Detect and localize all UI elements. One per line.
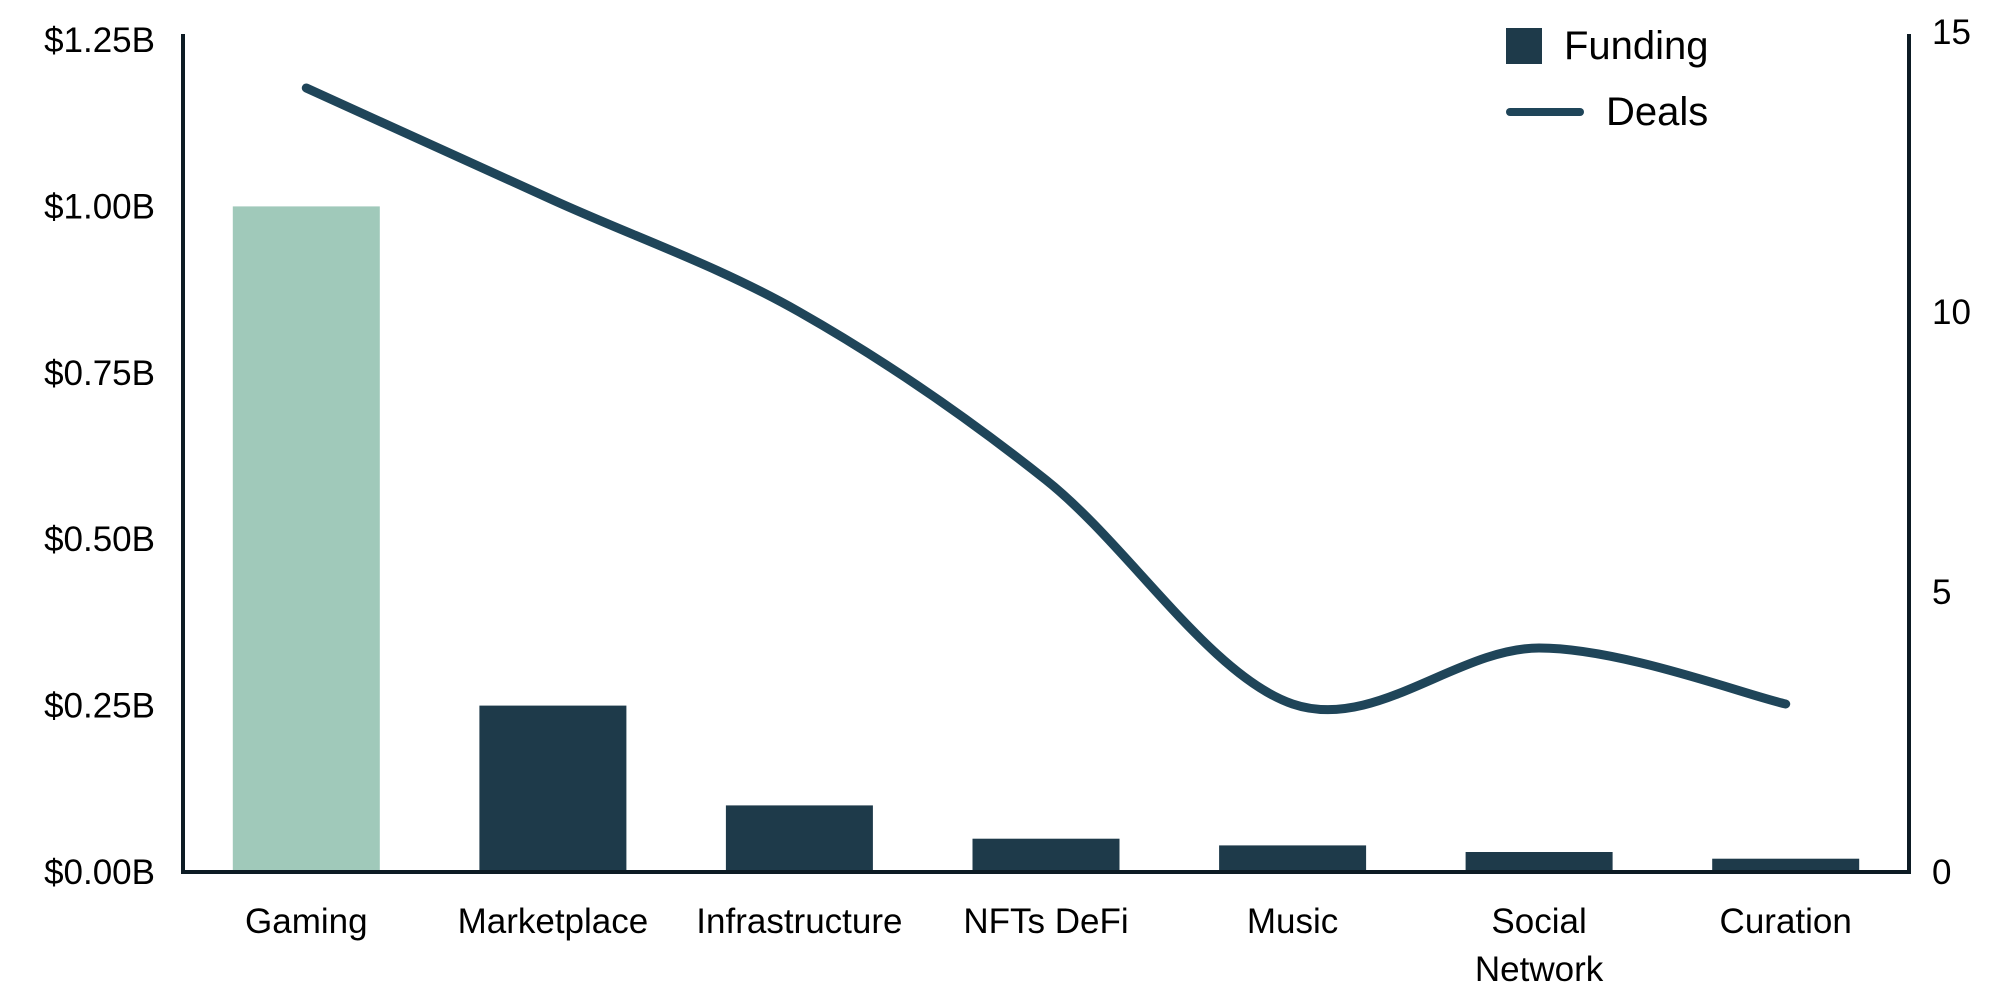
left-axis-tick: $1.00B xyxy=(44,187,155,226)
legend-item-funding[interactable]: Funding xyxy=(1506,26,1709,66)
right-axis-tick: 10 xyxy=(1932,293,1971,332)
legend-label-deals: Deals xyxy=(1606,90,1709,134)
funding-bar-nfts-defi xyxy=(972,838,1120,872)
x-axis-label-curation: Curation xyxy=(1720,902,1852,941)
legend-item-deals[interactable]: Deals xyxy=(1506,92,1709,132)
left-axis-tick: $0.00B xyxy=(44,853,155,892)
left-axis-tick: $0.25B xyxy=(44,687,155,726)
x-axis-label-infrastructure: Infrastructure xyxy=(696,902,902,941)
right-axis-tick: 5 xyxy=(1932,573,1951,612)
right-axis-ticks: 15 10 5 0 xyxy=(1932,13,1971,892)
funding-bars xyxy=(232,206,1860,872)
legend-label-funding: Funding xyxy=(1564,24,1709,68)
funding-bar-infrastructure xyxy=(725,805,873,872)
funding-bar-gaming xyxy=(232,206,380,872)
funding-bar-marketplace xyxy=(479,705,627,872)
left-axis-ticks: $1.25B $1.00B $0.75B $0.50B $0.25B $0.00B xyxy=(44,21,155,892)
funding-bar-curation xyxy=(1712,858,1860,872)
deals-line-swatch-icon xyxy=(1506,108,1584,116)
x-axis-label-gaming: Gaming xyxy=(245,902,368,941)
funding-bar-music xyxy=(1219,845,1367,872)
funding-swatch-icon xyxy=(1506,28,1542,64)
right-axis-tick: 15 xyxy=(1932,13,1971,52)
funding-bar-social-network xyxy=(1465,852,1613,872)
left-axis-tick: $0.50B xyxy=(44,520,155,559)
x-axis-label-social-network: Social Network xyxy=(1475,902,1604,989)
chart-legend: Funding Deals xyxy=(1506,26,1709,132)
x-axis-labels: Gaming Marketplace Infrastructure NFTs DeFi… xyxy=(245,902,1852,989)
left-axis-tick: $0.75B xyxy=(44,354,155,393)
x-axis-label-music: Music xyxy=(1247,902,1338,941)
left-axis-tick: $1.25B xyxy=(44,21,155,60)
axes xyxy=(181,34,1911,874)
right-axis-tick: 0 xyxy=(1932,853,1951,892)
x-axis-label-marketplace: Marketplace xyxy=(458,902,649,941)
deals-line xyxy=(301,83,1791,715)
x-axis-label-nfts-defi: NFTs DeFi xyxy=(963,902,1128,941)
